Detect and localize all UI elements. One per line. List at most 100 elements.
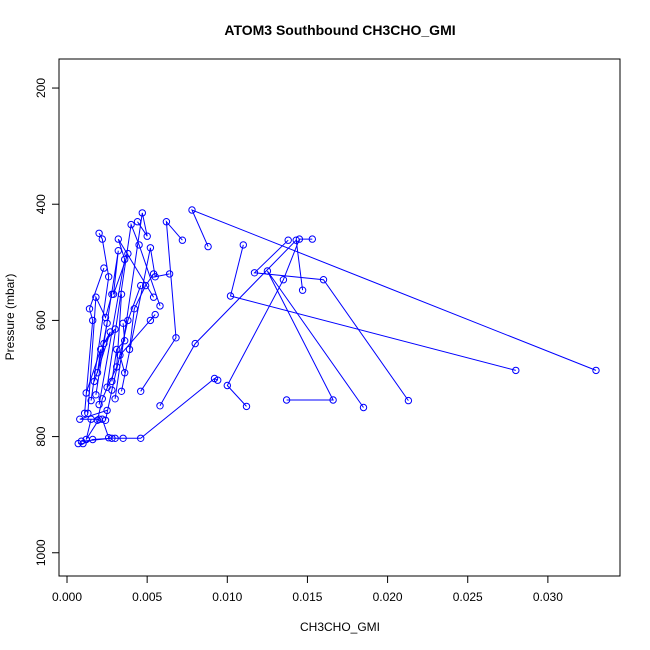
data-point-19-2 [100,339,108,348]
y-tick-label-4: 1000 [34,539,48,566]
data-point-5-3 [284,236,292,244]
data-point-23-2 [124,316,132,325]
chart-title: ATOM3 Southbound CH3CHO_GMI [224,22,455,38]
data-point-22-3 [149,270,158,278]
data-point-7-2 [239,241,248,249]
x-tick-label-3: 0.015 [292,590,322,604]
data-point-11-0 [111,395,119,403]
data-point-2-2 [111,434,119,442]
data-point-24-2 [113,363,121,371]
data-point-21-1 [116,351,124,359]
data-point-4-1 [329,396,337,404]
data-point-3-4 [308,235,316,243]
data-point-15-3 [95,229,103,238]
x-tick-label-0: 0.000 [52,590,82,604]
series-line-9 [140,220,183,392]
series-line-12 [106,222,161,388]
data-point-17-0 [80,409,89,417]
data-point-3-0 [242,402,251,411]
data-point-0-4 [77,437,86,445]
data-point-4-0 [282,396,291,404]
series-line-16 [87,294,113,414]
data-point-13-2 [114,235,123,243]
plot-frame [58,58,621,577]
plot-area [74,206,600,448]
data-point-12-2 [135,241,143,249]
data-point-23-0 [101,416,110,424]
data-point-15-0 [87,396,95,405]
data-point-24-0 [93,416,102,424]
data-point-12-1 [127,220,135,229]
series-line-3 [226,238,313,407]
data-point-13-0 [95,400,103,409]
data-point-23-1 [108,386,116,394]
series-line-18 [85,323,108,394]
data-point-24-1 [98,395,107,403]
data-point-8-0 [156,402,164,410]
data-point-12-3 [156,302,164,310]
data-point-5-1 [319,276,328,284]
data-point-7-1 [226,292,235,300]
data-point-5-2 [250,269,259,277]
x-tick-label-1: 0.005 [132,590,162,604]
data-point-18-2 [93,369,102,377]
series-line-1 [79,409,108,440]
y-axis: 200 400 600 800 1000 [34,78,60,566]
data-point-9-2 [162,218,171,226]
series-line-17 [84,267,105,414]
data-point-3-3 [295,235,304,243]
series-line-23 [105,285,142,421]
data-point-1-3 [76,415,84,423]
data-point-8-3 [298,286,307,294]
data-point-11-2 [143,232,151,240]
data-point-11-1 [138,209,147,217]
series-line-5 [253,239,409,401]
data-point-18-0 [82,389,90,397]
data-point-17-2 [85,305,94,313]
series-line-6 [191,209,597,371]
data-point-13-3 [149,293,158,301]
series-line-4 [266,270,364,408]
data-point-22-0 [125,345,134,354]
series-line-8 [159,239,304,407]
series-line-2 [101,377,218,439]
data-point-15-1 [105,273,113,281]
data-point-2-3 [119,434,127,442]
data-point-10-0 [117,387,126,395]
data-point-3-1 [223,381,232,390]
data-point-21-0 [121,369,129,377]
y-tick-label-2: 600 [34,310,48,330]
data-point-2-6 [214,376,222,384]
data-point-14-1 [114,247,123,255]
y-tick-label-3: 800 [34,426,48,446]
series-line-21 [119,314,156,373]
data-point-8-2 [292,236,300,244]
data-point-18-3 [103,319,111,327]
data-point-21-3 [146,316,155,325]
data-point-24-3 [117,290,126,298]
data-point-14-0 [92,391,100,399]
data-point-10-1 [146,244,155,252]
series-line-11 [114,212,148,399]
data-point-7-0 [512,366,520,375]
data-point-16-1 [92,293,100,301]
data-point-11-3 [133,218,142,226]
data-point-10-3 [165,270,174,278]
data-point-17-1 [89,316,97,325]
data-point-21-2 [151,310,159,319]
data-point-23-3 [137,281,145,290]
data-point-14-3 [124,249,132,258]
x-tick-label-5: 0.025 [453,590,483,604]
data-point-4-3 [359,403,368,412]
data-point-15-2 [98,235,107,243]
data-point-3-2 [279,276,288,284]
y-tick-label-1: 400 [34,194,48,214]
series-line-10 [121,247,170,392]
data-point-19-3 [111,325,119,333]
data-point-18-1 [97,345,105,354]
data-point-1-1 [82,435,90,444]
data-point-6-1 [188,206,196,214]
data-point-6-0 [592,366,600,375]
series-line-7 [229,244,516,371]
data-point-5-0 [404,396,413,405]
